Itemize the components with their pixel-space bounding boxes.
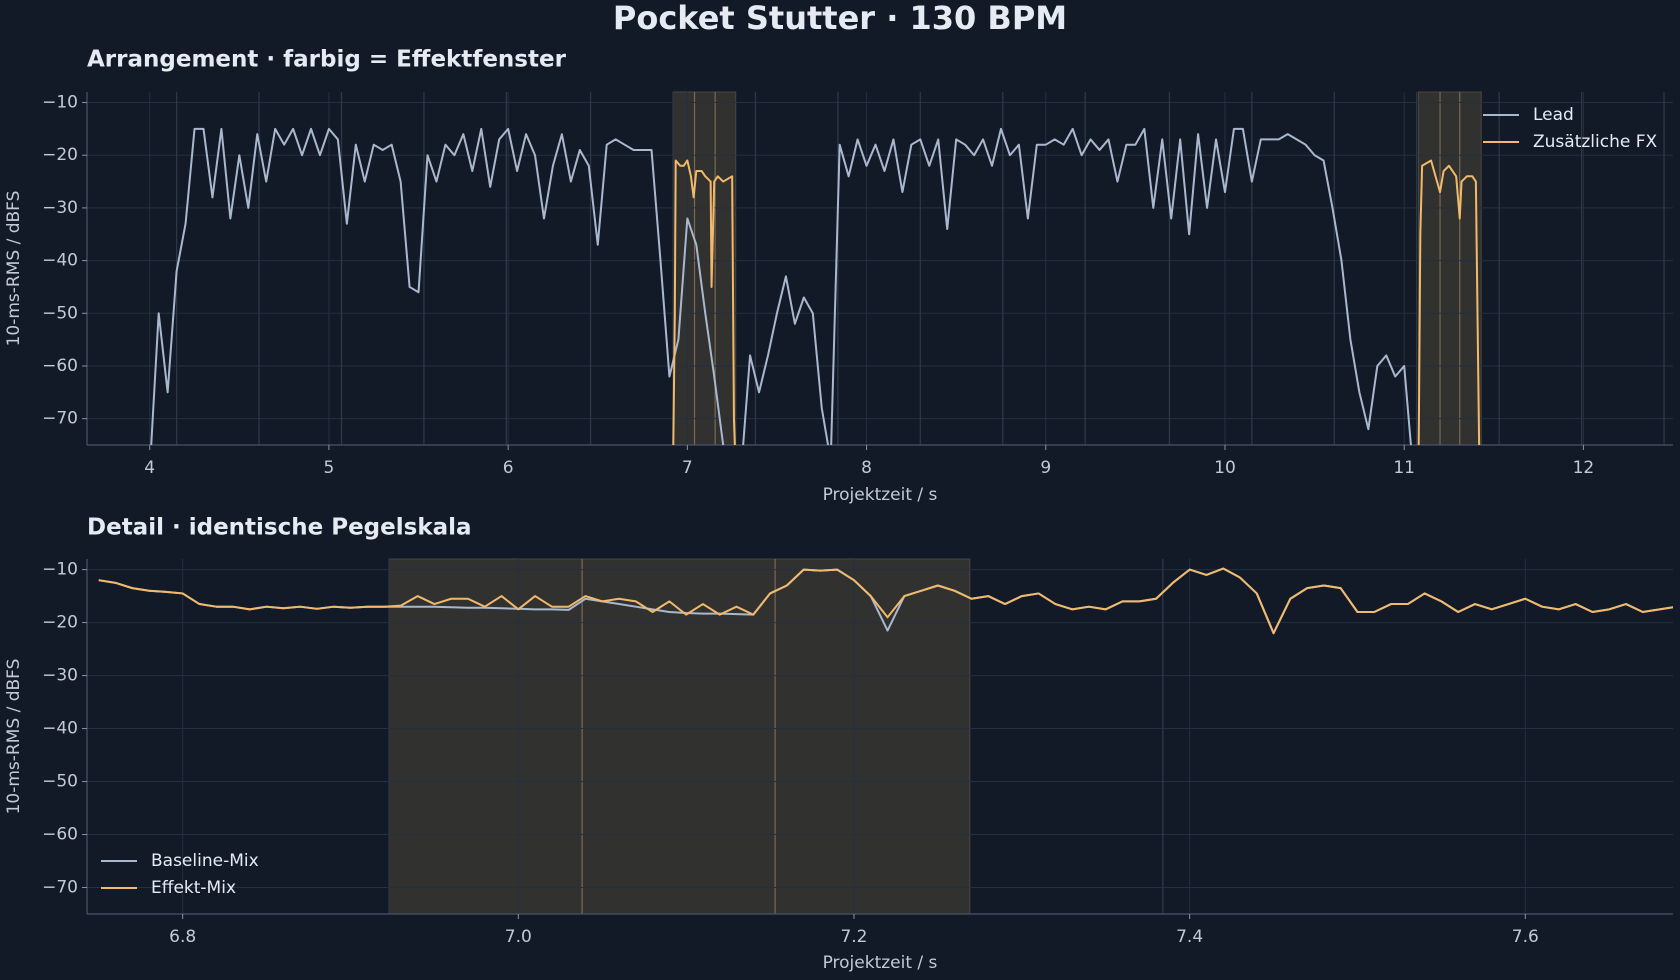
x-tick-label: 7.4 [1176,927,1203,947]
x-tick-label: 7.2 [840,927,867,947]
x-tick-label: 5 [324,458,335,478]
plot: −10 −20 −30 −40 −50 −60 −70 4 5 6 7 8 9 10 11 12 Projekt… [4,91,1673,505]
plot-title: Arrangement · farbig = Effektfenster [87,47,567,73]
x-tick-label: 4 [144,458,155,478]
series-line [98,567,1673,635]
y-tick-label: −70 [42,409,78,429]
x-tick-label: 7 [682,458,693,478]
x-tick-label: 7.0 [505,927,532,947]
x-tick-label: 9 [1040,458,1051,478]
legend-label: Zusätzliche FX [1533,132,1657,152]
legend-label: Baseline-Mix [151,851,259,871]
y-tick-label: −30 [42,666,78,686]
effect-window [1418,91,1482,446]
x-tick-label: 6.8 [169,927,196,947]
page-title: Pocket Stutter · 130 BPM [613,0,1067,37]
legend-label: Lead [1533,105,1574,125]
y-axis-label: 10-ms-RMS / dBFS [4,659,24,815]
y-tick-label: −40 [42,251,78,271]
y-tick-label: −30 [42,198,78,218]
x-tick-label: 8 [861,458,872,478]
x-axis-label: Projektzeit / s [823,953,938,973]
plot: −10 −20 −30 −40 −50 −60 −70 6.8 7.0 7.2 7.4 7.6 Proj… [4,558,1673,973]
x-tick-label: 11 [1393,458,1415,478]
y-tick-label: −10 [42,93,78,113]
y-tick-label: −60 [42,356,78,376]
plot-title: Detail · identische Pegelskala [87,515,472,541]
y-tick-label: −50 [42,772,78,792]
y-tick-label: −20 [42,145,78,165]
series-line [150,127,1412,445]
y-tick-label: −70 [42,878,78,898]
x-tick-label: 12 [1573,458,1595,478]
y-tick-label: −60 [42,825,78,845]
y-tick-label: −40 [42,719,78,739]
legend-label: Effekt-Mix [151,878,236,898]
x-tick-label: 6 [503,458,514,478]
y-tick-label: −50 [42,303,78,323]
y-axis-label: 10-ms-RMS / dBFS [4,191,24,347]
effect-window [672,91,737,446]
series-line [672,159,1481,445]
x-tick-label: 7.6 [1512,927,1539,947]
y-tick-label: −20 [42,613,78,633]
y-tick-label: −10 [42,560,78,580]
x-tick-label: 10 [1214,458,1236,478]
x-axis-label: Projektzeit / s [823,485,938,505]
